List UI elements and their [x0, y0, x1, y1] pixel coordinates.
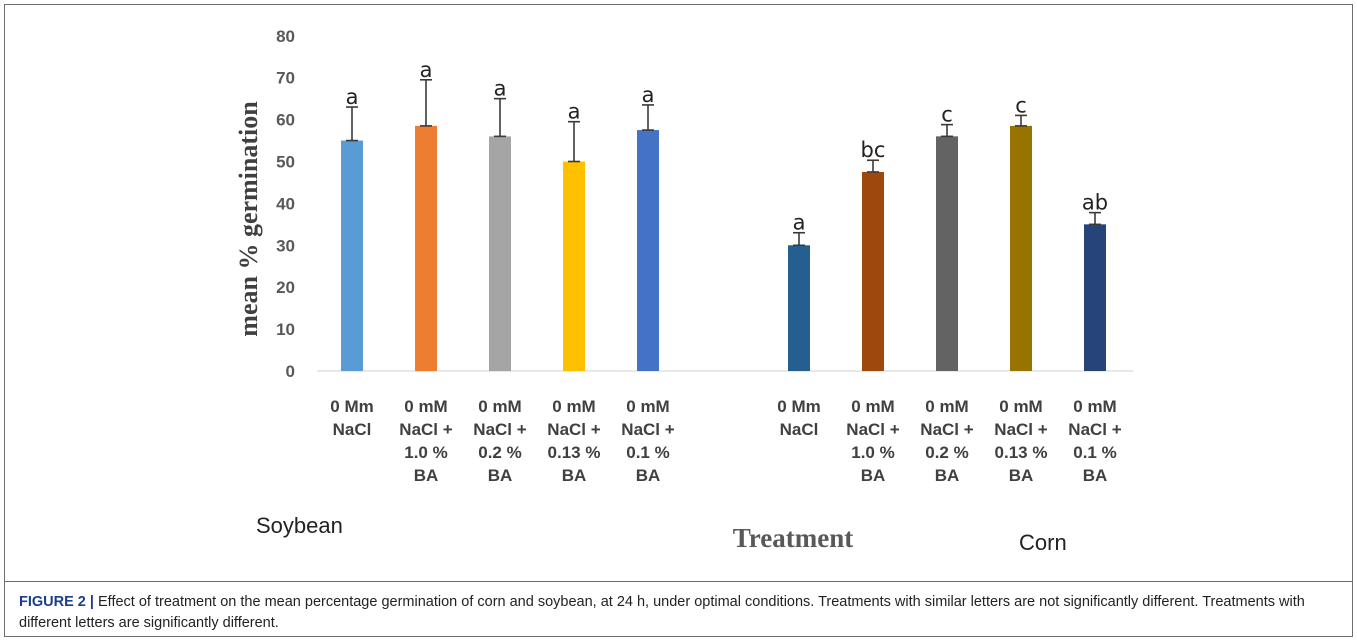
- significance-letter: a: [494, 77, 507, 101]
- caption-label: FIGURE 2 |: [19, 594, 94, 610]
- y-tick-label: 20: [276, 278, 295, 297]
- y-tick-label: 0: [286, 362, 295, 381]
- x-tick-label: NaCl +: [1068, 420, 1121, 439]
- x-tick-label: BA: [935, 466, 960, 485]
- x-tick-label: BA: [636, 466, 661, 485]
- significance-letter: a: [420, 58, 433, 82]
- y-tick-label: 40: [276, 194, 295, 213]
- significance-letter: c: [941, 103, 953, 127]
- x-tick-label: BA: [1009, 466, 1034, 485]
- significance-letter: bc: [861, 138, 886, 162]
- x-axis-title: Treatment: [733, 523, 853, 553]
- x-tick-label: NaCl +: [846, 420, 899, 439]
- group-label-soybean: Soybean: [256, 513, 343, 538]
- x-tick-label: 0.1 %: [626, 443, 669, 462]
- y-axis-title: mean % germination: [234, 101, 263, 337]
- x-tick-label: 1.0 %: [851, 443, 894, 462]
- x-tick-label: NaCl: [780, 420, 819, 439]
- y-tick-label: 70: [276, 69, 295, 88]
- x-tick-label: 0 mM: [552, 397, 595, 416]
- x-tick-label: NaCl +: [994, 420, 1047, 439]
- x-tick-label: 1.0 %: [404, 443, 447, 462]
- caption-text: Effect of treatment on the mean percenta…: [19, 594, 1305, 631]
- bar: [563, 162, 585, 372]
- x-tick-label: 0 mM: [404, 397, 447, 416]
- x-tick-label: BA: [488, 466, 513, 485]
- bar: [637, 130, 659, 371]
- x-tick-label: 0.1 %: [1073, 443, 1116, 462]
- x-tick-label: NaCl +: [547, 420, 600, 439]
- bar: [936, 136, 958, 371]
- x-tick-label: 0 mM: [1073, 397, 1116, 416]
- group-label-corn: Corn: [1019, 530, 1067, 555]
- bar-chart: 0 10 20 30 40 50 60 70 80 a 0 Mm NaCl a 0 mM NaCl + 1.0…: [5, 5, 1354, 577]
- y-tick-label: 80: [276, 27, 295, 46]
- y-tick-label: 30: [276, 236, 295, 255]
- significance-letter: a: [346, 85, 359, 109]
- significance-letter: ab: [1082, 191, 1108, 215]
- bar: [1010, 126, 1032, 371]
- x-tick-label: BA: [414, 466, 439, 485]
- x-tick-label: 0 mM: [999, 397, 1042, 416]
- x-tick-label: NaCl: [333, 420, 372, 439]
- y-tick-label: 60: [276, 111, 295, 130]
- x-tick-label: 0 mM: [478, 397, 521, 416]
- bar: [415, 126, 437, 371]
- x-tick-label: 0 Mm: [777, 397, 820, 416]
- bar: [862, 172, 884, 371]
- x-tick-label: 0.2 %: [925, 443, 968, 462]
- x-tick-label: NaCl +: [920, 420, 973, 439]
- figure-caption: FIGURE 2 | Effect of treatment on the me…: [5, 581, 1352, 638]
- y-tick-label: 10: [276, 320, 295, 339]
- y-tick-label: 50: [276, 153, 295, 172]
- significance-letter: c: [1015, 93, 1027, 117]
- bar: [1084, 224, 1106, 371]
- bar: [489, 136, 511, 371]
- significance-letter: a: [793, 211, 806, 235]
- x-tick-label: NaCl +: [621, 420, 674, 439]
- significance-letter: a: [568, 100, 581, 124]
- x-tick-label: 0 mM: [851, 397, 894, 416]
- x-tick-label: 0 mM: [626, 397, 669, 416]
- x-tick-label: NaCl +: [473, 420, 526, 439]
- bar: [341, 141, 363, 371]
- figure-frame: 0 10 20 30 40 50 60 70 80 a 0 Mm NaCl a 0 mM NaCl + 1.0…: [4, 4, 1353, 637]
- x-tick-label: NaCl +: [399, 420, 452, 439]
- x-tick-label: BA: [861, 466, 886, 485]
- x-tick-label: BA: [562, 466, 587, 485]
- x-tick-label: 0.2 %: [478, 443, 521, 462]
- x-tick-label: 0 Mm: [330, 397, 373, 416]
- x-tick-label: BA: [1083, 466, 1108, 485]
- x-tick-label: 0 mM: [925, 397, 968, 416]
- x-tick-label: 0.13 %: [548, 443, 601, 462]
- bar: [788, 245, 810, 371]
- significance-letter: a: [642, 83, 655, 107]
- x-tick-label: 0.13 %: [995, 443, 1048, 462]
